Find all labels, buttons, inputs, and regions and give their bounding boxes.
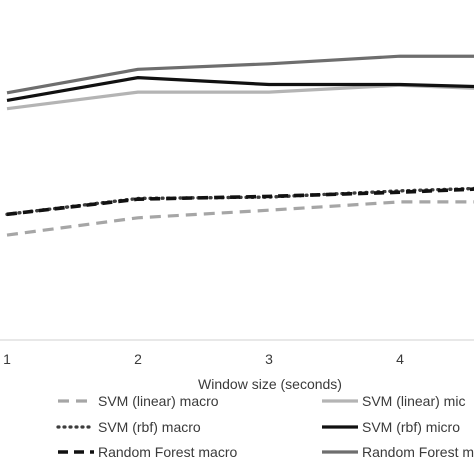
series-layer: [5, 54, 474, 237]
legend-label-5: Random Forest macro: [98, 444, 237, 460]
x-tick-label: 2: [134, 351, 142, 367]
legend-label-4: SVM (rbf) micro: [362, 419, 460, 435]
legend-label-3: SVM (rbf) macro: [98, 419, 201, 435]
legend-label-1: SVM (linear) macro: [98, 393, 219, 409]
series-line-1: [6, 200, 474, 237]
series-line-5: [6, 187, 474, 217]
legend-label-6: Random Forest m: [362, 444, 474, 460]
series-line-4: [6, 76, 474, 102]
x-tick-label: 3: [265, 351, 273, 367]
x-tick-label: 4: [396, 351, 404, 367]
plot-area: 12345: [0, 54, 474, 367]
legend-label-2: SVM (linear) mic: [362, 393, 465, 409]
x-tick-label: 1: [3, 351, 11, 367]
legend: SVM (linear) macro SVM (linear) mic SVM (r…: [56, 393, 474, 460]
x-axis-title: Window size (seconds): [198, 376, 342, 392]
x-tick-labels: 12345: [3, 351, 404, 367]
series-line-6: [6, 54, 474, 95]
